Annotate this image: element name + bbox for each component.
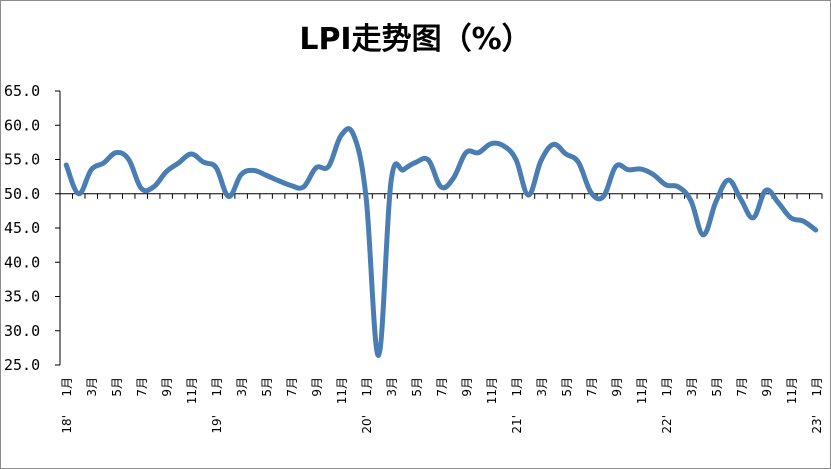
y-tick-label: 55.0 — [4, 151, 40, 169]
x-year-label: 18' — [60, 415, 74, 434]
x-tick-label: 7月 — [285, 377, 299, 397]
x-tick-label: 11月 — [785, 377, 799, 404]
y-tick-label: 50.0 — [4, 185, 40, 203]
x-tick-label: 3月 — [685, 377, 699, 397]
x-tick-label: 5月 — [560, 377, 574, 397]
x-year-label: 20' — [360, 415, 374, 434]
y-tick-label: 30.0 — [4, 322, 40, 340]
x-tick-label: 3月 — [235, 377, 249, 397]
x-tick-label: 1月 — [360, 377, 374, 397]
x-tick-label: 9月 — [460, 377, 474, 397]
x-tick-label: 1月 — [510, 377, 524, 397]
x-tick-label: 3月 — [85, 377, 99, 397]
x-year-label: 21' — [510, 415, 524, 434]
x-year-label: 22' — [660, 415, 674, 434]
x-tick-label: 7月 — [135, 377, 149, 397]
x-tick-label: 9月 — [160, 377, 174, 397]
series-line — [63, 126, 819, 358]
y-tick-label: 45.0 — [4, 219, 40, 237]
x-tick-label: 3月 — [385, 377, 399, 397]
x-tick-label: 9月 — [760, 377, 774, 397]
x-tick-label: 5月 — [410, 377, 424, 397]
x-tick-label: 5月 — [260, 377, 274, 397]
x-tick-label: 5月 — [710, 377, 724, 397]
x-tick-label: 1月 — [210, 377, 224, 397]
x-tick-label: 1月 — [810, 377, 824, 397]
x-tick-label: 11月 — [185, 377, 199, 404]
x-tick-label: 11月 — [335, 377, 349, 404]
y-tick-label: 35.0 — [4, 288, 40, 306]
y-tick-label: 60.0 — [4, 116, 40, 134]
x-tick-label: 1月 — [60, 377, 74, 397]
x-year-label: 19' — [210, 415, 224, 434]
y-tick-label: 40.0 — [4, 253, 40, 271]
y-tick-label: 65.0 — [4, 82, 40, 100]
x-tick-label: 3月 — [535, 377, 549, 397]
x-tick-label: 11月 — [485, 377, 499, 404]
x-tick-label: 1月 — [660, 377, 674, 397]
y-tick-label: 25.0 — [4, 356, 40, 374]
x-tick-label: 5月 — [110, 377, 124, 397]
x-year-label: 23' — [810, 415, 824, 434]
chart-title: LPI走势图（%） — [299, 22, 532, 57]
x-tick-label: 9月 — [310, 377, 324, 397]
x-tick-label: 7月 — [435, 377, 449, 397]
x-tick-label: 9月 — [610, 377, 624, 397]
x-tick-label: 7月 — [585, 377, 599, 397]
x-tick-label: 7月 — [735, 377, 749, 397]
x-tick-label: 11月 — [635, 377, 649, 404]
